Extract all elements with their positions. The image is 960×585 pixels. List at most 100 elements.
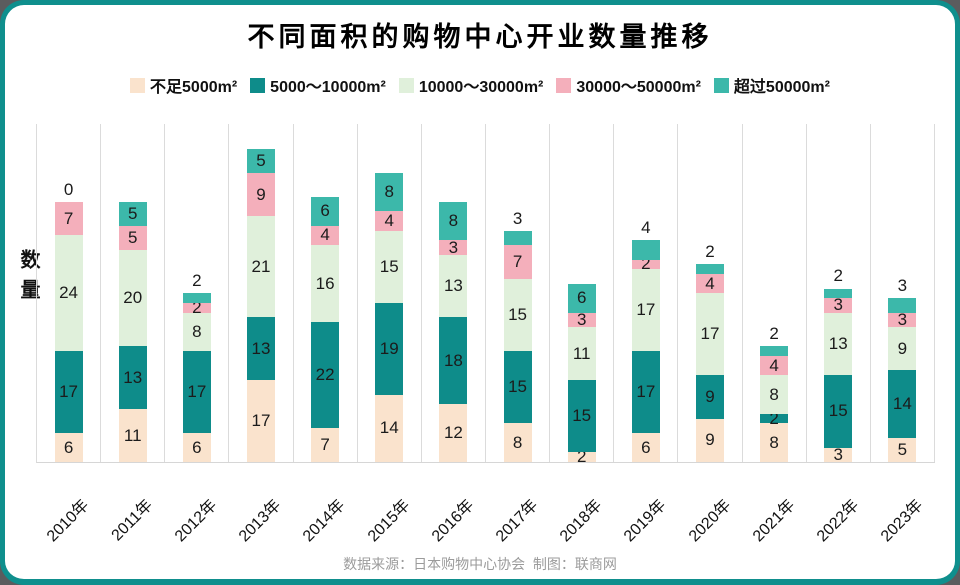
x-axis-cell: 2017年 xyxy=(486,463,550,546)
legend-item-3: 30000～50000m² xyxy=(556,73,701,97)
bar-value-label: 9 xyxy=(705,386,715,406)
bar-segment xyxy=(311,245,340,323)
year-column-2019年: 6 17 17 2 4 xyxy=(614,124,679,462)
bar-segment xyxy=(824,447,853,462)
bar-value-label: 2 xyxy=(705,242,715,262)
bar-segment xyxy=(246,216,275,318)
bar-value-label: 15 xyxy=(828,401,848,421)
bar-segment xyxy=(439,317,468,405)
x-axis-tick-label: 2012年 xyxy=(171,496,221,546)
bar-segment xyxy=(567,452,596,462)
bar-segment xyxy=(760,423,789,462)
bar-value-label: 17 xyxy=(636,382,656,402)
bar-segment xyxy=(888,327,917,371)
bar-value-label: 9 xyxy=(897,338,908,358)
year-column-2022年: 3 15 13 3 2 xyxy=(807,124,871,464)
bar-value-label: 13 xyxy=(828,333,848,353)
x-axis-cell: 2023年 xyxy=(871,463,935,546)
bar-segment xyxy=(631,240,660,260)
bar-value-label: 13 xyxy=(443,276,463,296)
bar-segment xyxy=(567,312,596,328)
bar-segment xyxy=(695,293,724,376)
x-axis-cell: 2020年 xyxy=(678,463,742,546)
bar-segment xyxy=(503,230,532,246)
bar-segment xyxy=(824,288,853,299)
bar-value-label: 6 xyxy=(576,288,587,308)
bar-segment xyxy=(118,249,147,347)
bar-value-label: 2 xyxy=(769,408,779,428)
bar-value-label: 3 xyxy=(833,295,843,315)
legend-label: 10000～30000m² xyxy=(418,79,544,96)
chart-title: 不同面积的购物中心开业数量推移 xyxy=(247,22,713,52)
legend-label: 超过50000m² xyxy=(733,79,830,96)
bar-value-label: 18 xyxy=(443,350,463,370)
bar-value-label: 6 xyxy=(320,201,330,221)
bar-segment xyxy=(503,245,532,279)
legend: 不足5000m² 5000～10000m² 10000～30000m² 30000～5… xyxy=(0,73,960,97)
x-axis-cell: 2018年 xyxy=(550,463,614,546)
x-axis-tick-label: 2017年 xyxy=(492,496,542,546)
bar-segment xyxy=(824,375,853,448)
x-axis-tick-label: 2022年 xyxy=(813,496,863,546)
x-axis-cell: 2011年 xyxy=(100,463,164,545)
x-axis-tick-label: 2011年 xyxy=(108,496,157,545)
bar-2022年: 3 15 13 3 2 xyxy=(824,266,853,464)
bar-value-label: 13 xyxy=(123,367,143,387)
bar-segment xyxy=(311,322,340,429)
bar-segment xyxy=(246,380,275,462)
bar-value-label: 2 xyxy=(769,324,779,344)
bar-segment xyxy=(375,211,404,231)
year-column-2014年: 7 22 16 4 6 xyxy=(294,124,358,462)
bar-segment xyxy=(631,259,660,270)
bar-2011年: 11 13 20 5 5 xyxy=(118,201,147,462)
bar-value-label: 8 xyxy=(769,432,779,452)
legend-label: 5000～10000m² xyxy=(270,79,386,96)
legend-swatch xyxy=(713,77,729,93)
bar-segment xyxy=(375,394,404,462)
bar-segment xyxy=(760,375,789,414)
bar-value-label: 4 xyxy=(320,225,330,245)
x-axis-tick-label: 2021年 xyxy=(749,496,799,546)
bar-segment xyxy=(631,433,660,462)
bar-value-label: 3 xyxy=(576,309,587,329)
bar-value-label: 17 xyxy=(636,300,656,320)
legend-item-4: 超过50000m² xyxy=(713,73,830,97)
x-axis-tick-label: 2016年 xyxy=(428,496,478,546)
bar-value-label: 3 xyxy=(897,276,908,296)
x-axis-tick-label: 2023年 xyxy=(878,496,927,546)
bar-segment xyxy=(118,225,147,250)
bar-segment xyxy=(888,312,917,328)
bar-segment xyxy=(760,355,789,376)
year-column-2021年: 8 2 8 4 2 xyxy=(743,124,807,462)
x-axis-tick-label: 2013年 xyxy=(236,496,285,546)
bar-segment xyxy=(695,264,724,275)
bar-value-label: 15 xyxy=(508,377,528,397)
bar-segment xyxy=(631,351,660,434)
bar-2020年: 9 9 17 4 2 xyxy=(695,242,724,462)
bar-value-label: 7 xyxy=(63,208,74,228)
bar-segment xyxy=(503,278,532,352)
year-column-2018年: 2 15 11 3 6 xyxy=(550,124,615,466)
bar-value-label: 4 xyxy=(384,211,394,230)
bar-value-label: 14 xyxy=(892,394,912,414)
bar-value-label: 3 xyxy=(512,208,523,228)
bar-value-label: 2 xyxy=(192,271,202,291)
legend-swatch xyxy=(556,77,572,93)
bar-2014年: 7 22 16 4 6 xyxy=(311,196,340,462)
bar-value-label: 24 xyxy=(59,283,79,303)
bar-segment xyxy=(631,269,660,352)
bar-segment xyxy=(182,351,211,434)
bar-segment xyxy=(888,370,917,438)
bar-segment xyxy=(567,327,596,381)
legend-swatch xyxy=(130,77,146,93)
x-axis-cell: 2019年 xyxy=(614,463,678,546)
bar-value-label: 15 xyxy=(572,406,592,426)
bar-segment xyxy=(503,423,532,462)
bar-segment xyxy=(567,283,596,313)
bar-segment xyxy=(760,346,789,356)
bar-segment xyxy=(54,433,83,462)
bar-2018年: 2 15 11 3 6 xyxy=(567,283,596,466)
bar-value-label: 14 xyxy=(379,418,399,438)
x-axis-tick-label: 2015年 xyxy=(364,496,413,546)
